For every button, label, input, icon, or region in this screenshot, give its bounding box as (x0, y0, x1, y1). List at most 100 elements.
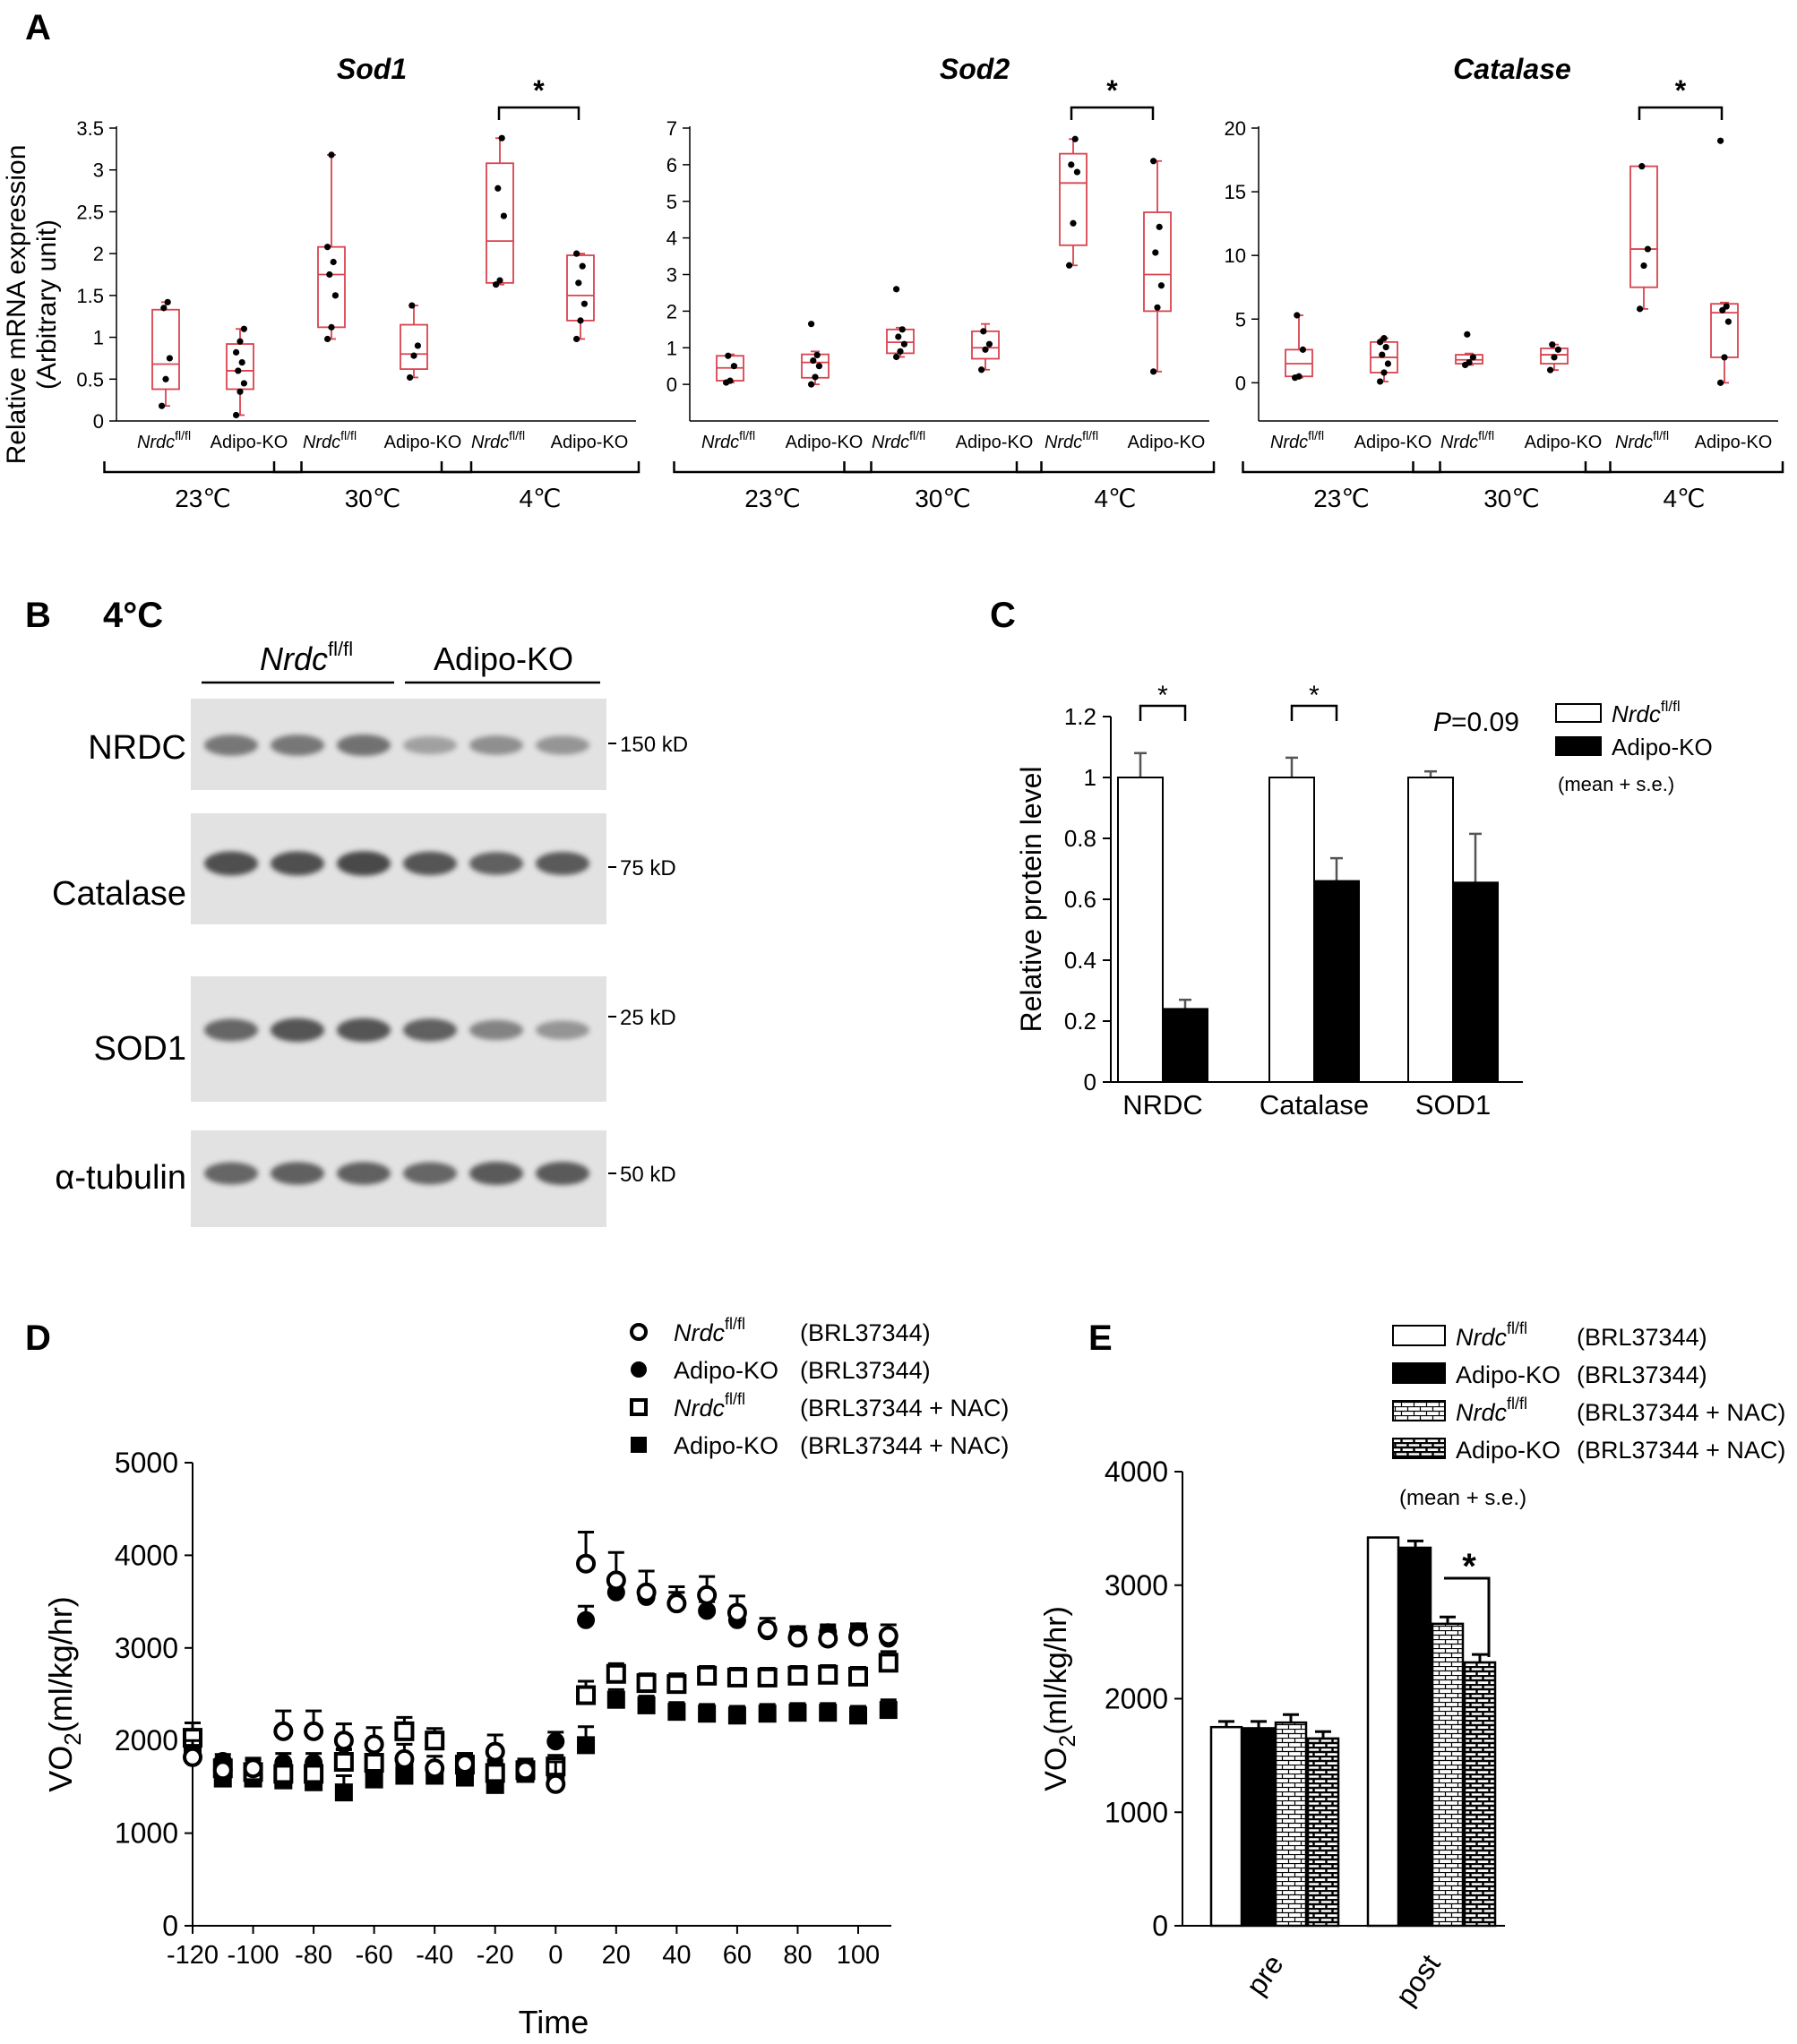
temp-bracket (1015, 461, 1216, 474)
box-point (407, 374, 414, 382)
y-tick-label: 3000 (115, 1632, 178, 1664)
box-point (236, 388, 244, 395)
marker-circle-open (697, 1585, 718, 1605)
x-tick-label: 40 (662, 1941, 691, 1970)
bar-nrdc-1 (1162, 1008, 1208, 1084)
box-point (494, 185, 502, 192)
box-point (1724, 318, 1732, 325)
marker-circle-open (364, 1734, 384, 1755)
temp-label: 4℃ (1094, 485, 1136, 512)
x-axis-label: Time (519, 2004, 589, 2040)
sig-bracket (1638, 106, 1724, 120)
box-point (1380, 369, 1388, 376)
marker-circle-filled (546, 1732, 565, 1751)
marker-square-filled (698, 1705, 717, 1723)
legend-label: Adipo-KO (1456, 1361, 1561, 1388)
box-point (1299, 346, 1306, 353)
marker-square-filled (788, 1704, 807, 1722)
box-point (577, 317, 584, 324)
box-iqr (400, 323, 428, 370)
genotype-label-ko: Adipo-KO (1695, 433, 1773, 452)
legend-name: Nrdc (1612, 700, 1661, 727)
p-value-label: P=0.09 (1433, 708, 1519, 737)
legend-name: Adipo-KO (1456, 1437, 1561, 1464)
marker-circle-open (636, 1582, 657, 1602)
marker-circle-open (333, 1731, 354, 1751)
genotype-label-fl: Nrdcfl/fl (471, 428, 525, 452)
box-1 (801, 321, 830, 388)
marker-circle-open (243, 1758, 263, 1779)
blot-row-2: SOD1 25 kD (94, 976, 676, 1102)
x-category-label: NRDC (1122, 1089, 1203, 1121)
legend-label: Adipo-KO (1612, 734, 1713, 760)
y-tick-label: 5000 (115, 1447, 178, 1479)
genotype-label-ko: Adipo-KO (956, 433, 1034, 452)
box-point (1638, 163, 1646, 170)
y-tick-label: 0.6 (1064, 886, 1096, 913)
panel-letter-e: E (1088, 1318, 1113, 1358)
genotype-label-ko: Adipo-KO (1354, 433, 1432, 452)
box-point (1464, 331, 1471, 338)
box-point (410, 352, 417, 359)
box-point (815, 363, 823, 370)
genotype-fl-sup: fl/fl (1478, 428, 1494, 442)
blot-band (536, 852, 589, 875)
y-tick-label: 0 (93, 410, 104, 433)
box-2 (886, 286, 915, 361)
genotype-fl-sup: fl/fl (175, 428, 191, 442)
marker-square-open (697, 1665, 718, 1686)
x-category-label: pre (1240, 1948, 1290, 2001)
box-point (1068, 161, 1075, 168)
sig-star: * (533, 74, 545, 107)
blot-row-label: α-tubulin (55, 1159, 186, 1197)
box-point (328, 323, 335, 331)
y-tick-label: 1 (1084, 764, 1096, 791)
x-tick-label: 100 (837, 1941, 880, 1970)
marker-square-filled (667, 1703, 686, 1722)
legend-name: Adipo-KO (1456, 1361, 1561, 1388)
bar-pre-1 (1242, 1727, 1276, 1928)
legend-swatch (1392, 1400, 1446, 1421)
temp-bracket (843, 461, 1043, 474)
legend-sup: fl/fl (725, 1315, 745, 1333)
marker-circle-open (183, 1747, 202, 1767)
box-point (500, 212, 508, 219)
blot-membrane (191, 976, 606, 1102)
box-point (1150, 158, 1157, 165)
box-2 (317, 151, 346, 343)
blot-rows: NRDC 150 kD Catalase 75 kD SOD1 25 kD α-tubuli… (52, 699, 688, 1227)
series-0 (183, 1531, 898, 1794)
box-point (238, 359, 245, 366)
box-point (1384, 360, 1391, 367)
genotype-fl-name: Nrdc (303, 433, 340, 452)
y-tick-label: 6 (666, 154, 677, 176)
genotype-label-fl: Nrdcfl/fl (303, 428, 357, 452)
blot-band (271, 1162, 324, 1185)
box-point (408, 302, 416, 309)
bar-pre-2 (1274, 1721, 1308, 1928)
y-tick-label: 1000 (115, 1817, 178, 1850)
temp-label: 23℃ (1313, 485, 1370, 512)
box-point (1066, 262, 1073, 269)
genotype-label-fl: Nrdcfl/fl (1045, 428, 1098, 452)
genotype-label-fl: Nrdcfl/fl (872, 428, 925, 452)
blot-group-fl-sup: fl/fl (328, 638, 353, 660)
box-point (414, 342, 421, 349)
marker-square-filled (577, 1736, 596, 1755)
bar-post-3 (1463, 1661, 1497, 1928)
box-5 (566, 250, 595, 343)
genotype-fl-name: Nrdc (872, 433, 909, 452)
genotype-fl-name: Nrdc (1615, 433, 1653, 452)
marker-square-open (394, 1721, 415, 1741)
legend: Nrdcfl/fl (BRL37344)Adipo-KO (BRL37344)Nrd… (630, 1315, 1009, 1459)
bar-nrdc-0 (1117, 777, 1164, 1083)
genotype-label-ko: Adipo-KO (1525, 433, 1603, 452)
box-3 (400, 302, 428, 382)
blot-band (337, 734, 391, 756)
box-point (240, 380, 247, 387)
sig-bracket (497, 106, 580, 120)
box-point (730, 363, 738, 370)
panel-e-vo2-bars: 0 1000 2000 3000 4000 VO2(ml/kg/hr) pre post * Nr… (1039, 1319, 1785, 2012)
